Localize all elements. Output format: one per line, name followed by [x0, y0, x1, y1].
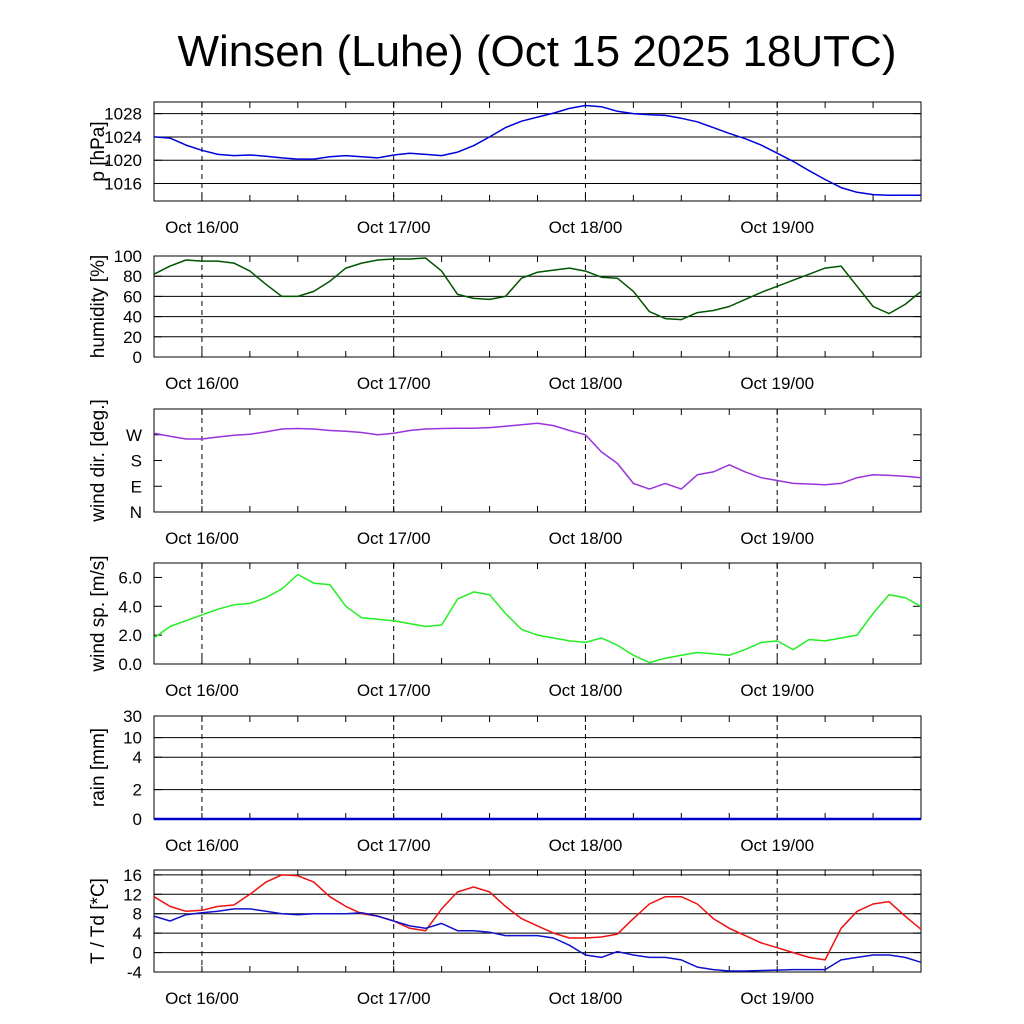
y-tick-label-wind_dir-0: N [130, 503, 142, 522]
panel-wind_speed: 0.0 2.0 4.0 6.0 wind sp. [m/s] Oct 16/00 Oct 1… [88, 555, 922, 700]
series-line-humidity-RH [153, 257, 922, 321]
y-tick-label-wind_speed-1: 2.0 [118, 626, 142, 645]
date-label-wind_dir-2: Oct 18/00 [549, 529, 623, 548]
y-tick-label-temperature-4: 12 [123, 885, 142, 904]
y-axis-label-wind_dir: wind dir. [deg.] [88, 399, 109, 523]
y-tick-label-humidity-2: 40 [123, 308, 142, 327]
plot-frame-humidity [153, 255, 922, 358]
y-tick-label-pressure-3: 1028 [104, 105, 142, 124]
date-label-humidity-0: Oct 16/00 [165, 374, 239, 393]
y-axis-label-temperature: T / Td [*C] [88, 878, 109, 964]
series-line-temperature-T [153, 874, 922, 961]
date-label-rain-1: Oct 17/00 [357, 836, 431, 855]
y-tick-label-temperature-1: 0 [133, 944, 142, 963]
y-tick-label-temperature-2: 4 [133, 924, 142, 943]
date-label-pressure-2: Oct 18/00 [549, 218, 623, 237]
y-tick-label-temperature-3: 8 [133, 905, 142, 924]
y-tick-label-wind_speed-0: 0.0 [118, 655, 142, 674]
y-axis-label-humidity: humidity [%] [88, 255, 109, 358]
plot-frame-wind_dir [153, 408, 922, 513]
y-tick-label-humidity-0: 0 [133, 348, 142, 367]
y-tick-label-wind_dir-3: W [126, 426, 142, 445]
y-tick-label-pressure-0: 1016 [104, 175, 142, 194]
y-tick-label-wind_dir-2: S [131, 452, 142, 471]
date-label-pressure-0: Oct 16/00 [165, 218, 239, 237]
plot-frame-rain [153, 715, 922, 820]
date-label-pressure-3: Oct 19/00 [740, 218, 814, 237]
date-label-rain-3: Oct 19/00 [740, 836, 814, 855]
date-label-temperature-1: Oct 17/00 [357, 989, 431, 1008]
y-tick-label-pressure-2: 1024 [104, 128, 142, 147]
plot-frame-wind_speed [153, 562, 922, 665]
y-tick-label-temperature-0: -4 [127, 963, 142, 982]
date-label-wind_dir-3: Oct 19/00 [740, 529, 814, 548]
date-label-temperature-3: Oct 19/00 [740, 989, 814, 1008]
date-label-wind_speed-1: Oct 17/00 [357, 681, 431, 700]
panel-rain: 0 2 410 30 rain [mm] Oct 16/00 Oct 17/00 Oct 18… [88, 707, 922, 855]
y-tick-label-wind_speed-3: 6.0 [118, 568, 142, 587]
series-line-wind_speed-speed [153, 573, 922, 664]
series-line-pressure-p [153, 104, 921, 196]
y-tick-label-humidity-1: 20 [123, 328, 142, 347]
y-tick-label-temperature-5: 16 [123, 866, 142, 885]
plot-frame-temperature [153, 869, 922, 973]
date-label-temperature-0: Oct 16/00 [165, 989, 239, 1008]
plot-frame-pressure [153, 101, 922, 202]
y-tick-label-wind_speed-2: 4.0 [118, 597, 142, 616]
date-label-temperature-2: Oct 18/00 [549, 989, 623, 1008]
y-tick-label-pressure-1: 1020 [104, 151, 142, 170]
y-tick-label-humidity-4: 80 [123, 267, 142, 286]
y-tick-label-humidity-5: 100 [114, 247, 142, 266]
date-label-rain-0: Oct 16/00 [165, 836, 239, 855]
y-tick-label-rain-4: 30 [123, 707, 142, 726]
date-label-wind_speed-3: Oct 19/00 [740, 681, 814, 700]
series-line-wind_dir-dir [153, 422, 922, 490]
y-axis-label-wind_speed: wind sp. [m/s] [88, 555, 109, 672]
y-axis-label-rain: rain [mm] [88, 728, 109, 807]
date-label-humidity-2: Oct 18/00 [549, 374, 623, 393]
date-label-wind_speed-2: Oct 18/00 [549, 681, 623, 700]
series-line-temperature-Td [153, 908, 922, 972]
date-label-wind_dir-0: Oct 16/00 [165, 529, 239, 548]
y-axis-label-pressure: p [hPa] [88, 121, 109, 181]
y-tick-label-rain-1: 2 [133, 781, 142, 800]
y-tick-label-rain-0: 0 [133, 810, 142, 829]
chart-title: Winsen (Luhe) (Oct 15 2025 18UTC) [178, 27, 897, 76]
y-tick-label-humidity-3: 60 [123, 287, 142, 306]
date-label-humidity-1: Oct 17/00 [357, 374, 431, 393]
date-label-humidity-3: Oct 19/00 [740, 374, 814, 393]
y-tick-label-wind_dir-1: E [131, 477, 142, 496]
y-tick-label-rain-2: 4 [133, 748, 142, 767]
date-label-wind_dir-1: Oct 17/00 [357, 529, 431, 548]
date-label-wind_speed-0: Oct 16/00 [165, 681, 239, 700]
date-label-rain-2: Oct 18/00 [549, 836, 623, 855]
date-label-pressure-1: Oct 17/00 [357, 218, 431, 237]
y-tick-label-rain-3: 10 [123, 729, 142, 748]
